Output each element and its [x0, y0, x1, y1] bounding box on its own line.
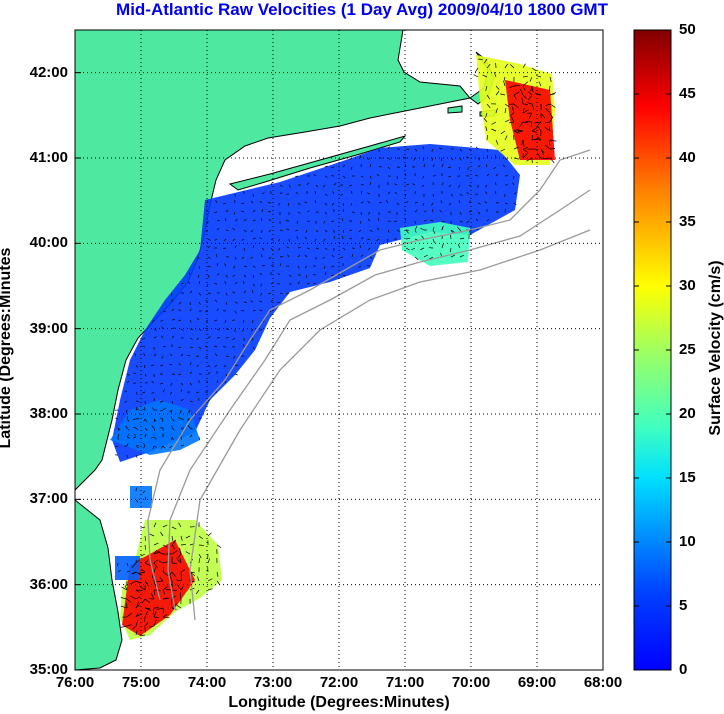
y-tick-label: 41:00	[29, 149, 68, 166]
x-tick-label: 75:00	[121, 674, 161, 691]
x-tick-label: 73:00	[253, 674, 293, 691]
y-tick-label: 40:00	[29, 234, 68, 252]
colorbar-tick-label: 50	[679, 21, 696, 38]
colorbar-tick-label: 20	[679, 405, 696, 422]
colorbar-tick-label: 40	[679, 149, 696, 166]
colorbar-tick-label: 10	[679, 533, 696, 550]
velocity-field	[110, 55, 557, 640]
x-tick-label: 74:00	[187, 674, 227, 691]
y-tick-label: 39:00	[29, 319, 68, 337]
x-tick-label: 69:00	[517, 674, 557, 691]
y-tick-label: 35:00	[29, 661, 68, 678]
y-tick-label: 37:00	[29, 490, 68, 508]
vineyard-land	[447, 105, 463, 114]
x-tick-label: 71:00	[385, 674, 425, 691]
x-tick-label: 68:00	[583, 674, 623, 691]
x-tick-label: 72:00	[319, 674, 359, 691]
x-tick-label: 70:00	[451, 674, 491, 691]
graticule	[75, 30, 603, 670]
delmarva-land	[75, 499, 123, 670]
y-axis-label: Latitude (Degrees:Minutes	[0, 247, 14, 449]
x-tick-label: 76:00	[55, 674, 95, 691]
colorbar-label: Surface Velocity (cm/s)	[707, 260, 724, 436]
mainland-land	[75, 30, 471, 491]
colorbar-tick-label: 15	[679, 469, 696, 486]
colorbar-tick-label: 30	[679, 277, 696, 294]
long-island-land	[228, 135, 407, 191]
x-axis-label: Longitude (Degrees:Minutes)	[228, 694, 450, 711]
colorbar-tick-label: 25	[679, 341, 696, 358]
colorbar-tick-label: 5	[679, 597, 688, 614]
y-tick-label: 36:00	[29, 575, 68, 593]
map-title: Mid-Atlantic Raw Velocities (1 Day Avg) …	[116, 0, 608, 19]
bathymetry-contours	[147, 149, 591, 621]
colorbar-tick-label: 0	[679, 661, 688, 678]
colorbar-tick-label: 45	[679, 85, 696, 102]
map-frame	[74, 29, 604, 671]
y-tick-label: 38:00	[29, 405, 68, 422]
colorbar	[633, 29, 672, 671]
colorbar-tick-label: 35	[679, 213, 696, 230]
y-tick-label: 42:00	[29, 63, 68, 81]
